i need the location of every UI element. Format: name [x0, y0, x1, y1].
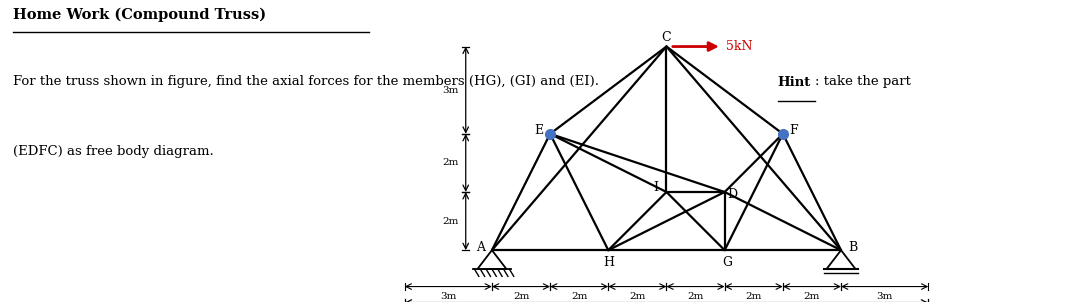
Text: 2m: 2m — [687, 292, 704, 301]
Text: (EDFC) as free body diagram.: (EDFC) as free body diagram. — [13, 145, 214, 158]
Text: For the truss shown in figure, find the axial forces for the members (HG), (GI) : For the truss shown in figure, find the … — [13, 76, 604, 88]
Text: 2m: 2m — [442, 159, 459, 167]
Text: C: C — [662, 31, 672, 44]
Text: 2m: 2m — [513, 292, 529, 301]
Text: Home Work (Compound Truss): Home Work (Compound Truss) — [13, 8, 266, 22]
Text: 2m: 2m — [804, 292, 820, 301]
Text: A: A — [476, 241, 485, 254]
Text: G: G — [723, 256, 732, 269]
Text: 2m: 2m — [571, 292, 588, 301]
Text: E: E — [535, 124, 543, 137]
Text: 5kN: 5kN — [726, 40, 753, 53]
Text: 3m: 3m — [877, 292, 893, 301]
Text: I: I — [653, 181, 658, 194]
Text: 2m: 2m — [745, 292, 761, 301]
Text: 3m: 3m — [442, 86, 459, 95]
Text: F: F — [789, 124, 798, 137]
Text: 2m: 2m — [630, 292, 646, 301]
Text: Hint: Hint — [778, 76, 811, 88]
Text: 3m: 3m — [440, 292, 457, 301]
Text: H: H — [603, 256, 613, 269]
Text: : take the part: : take the part — [815, 76, 912, 88]
Text: D: D — [728, 188, 738, 201]
Text: 2m: 2m — [442, 217, 459, 226]
Text: B: B — [848, 241, 858, 254]
